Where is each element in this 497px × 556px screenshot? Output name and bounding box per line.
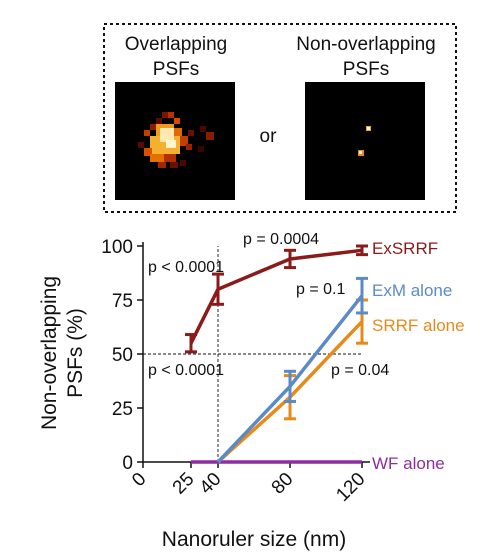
- y-tick-label: 0: [122, 453, 133, 474]
- inset-left-label-line2: PSFs: [153, 59, 199, 80]
- non-overlapping-psf-image: [305, 82, 425, 200]
- y-tick-label: 25: [112, 399, 133, 420]
- x-axis-label: Nanoruler size (nm): [162, 528, 346, 551]
- p-value-mid-right: p = 0.1: [296, 281, 345, 298]
- y-tick-label: 100: [101, 237, 133, 258]
- x-tick-label: 40: [196, 469, 226, 499]
- inset-box: [103, 23, 457, 213]
- p-value-bottom-right: p = 0.04: [331, 362, 389, 379]
- p-value-bottom-left: p < 0.0001: [148, 362, 224, 379]
- y-axis-label-line2: PSFs (%): [64, 308, 87, 398]
- inset-right-label-line2: PSFs: [343, 59, 389, 80]
- inset-left-label-line1: Overlapping: [125, 34, 227, 55]
- p-value-top-right: p = 0.0004: [243, 231, 319, 248]
- x-tick-label: 80: [268, 469, 298, 499]
- series-label-wf-alone: WF alone: [372, 454, 445, 473]
- series-label-exm-alone: ExM alone: [372, 281, 452, 300]
- y-tick-label: 50: [112, 345, 133, 366]
- overlapping-psf-image: [115, 82, 235, 200]
- series-line-exsrrf: [189, 248, 363, 344]
- x-tick-label: 0: [128, 469, 150, 491]
- x-tick-label: 25: [169, 469, 199, 499]
- inset-right-label-line1: Non-overlapping: [296, 34, 435, 55]
- p-value-top-left: p < 0.0001: [148, 259, 224, 276]
- x-tick-label: 120: [332, 469, 369, 506]
- series-label-srrf-alone: SRRF alone: [372, 316, 465, 335]
- inset-or-label: or: [260, 126, 278, 147]
- y-axis-label-line1: Non-overlapping: [38, 276, 61, 430]
- series-label-exsrrf: ExSRRF: [372, 239, 438, 258]
- y-tick-label: 75: [112, 291, 133, 312]
